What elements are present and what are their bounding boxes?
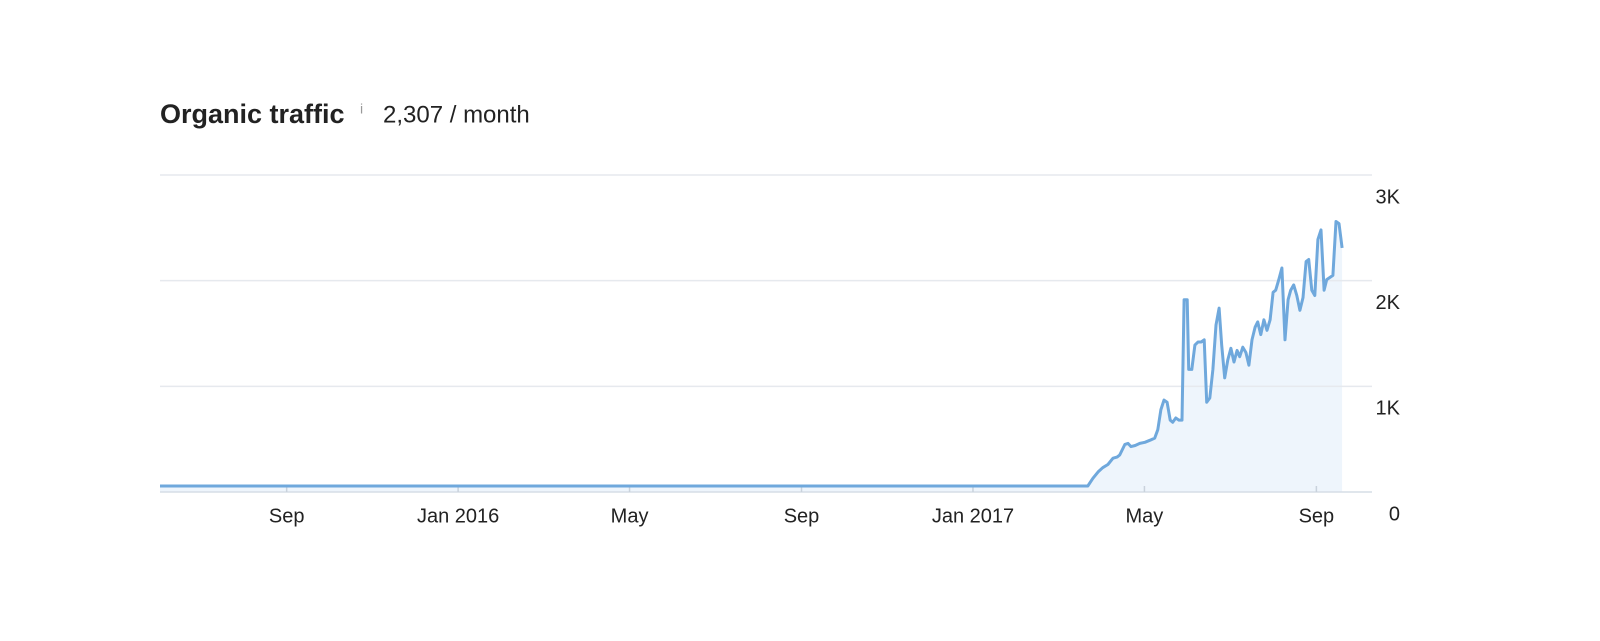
x-tick-label: Sep	[1299, 505, 1335, 527]
traffic-line	[160, 220, 1344, 488]
area-fill	[160, 221, 1343, 492]
x-tick-label: May	[611, 505, 649, 527]
chart-title: Organic traffic	[160, 99, 345, 129]
x-tick-label: Jan 2017	[932, 505, 1014, 527]
y-tick-label: 2K	[1376, 292, 1401, 314]
y-tick-label: 0	[1389, 503, 1400, 525]
y-tick-label: 1K	[1376, 398, 1401, 420]
y-tick-label: 3K	[1376, 186, 1401, 208]
x-tick-label: Sep	[269, 505, 305, 527]
x-tick-label: Sep	[784, 505, 820, 527]
x-tick-label: May	[1126, 505, 1164, 527]
x-tick-label: Jan 2016	[417, 505, 499, 527]
subtitle: 2,307 / month	[383, 101, 530, 128]
info-icon[interactable]: i	[360, 101, 363, 117]
